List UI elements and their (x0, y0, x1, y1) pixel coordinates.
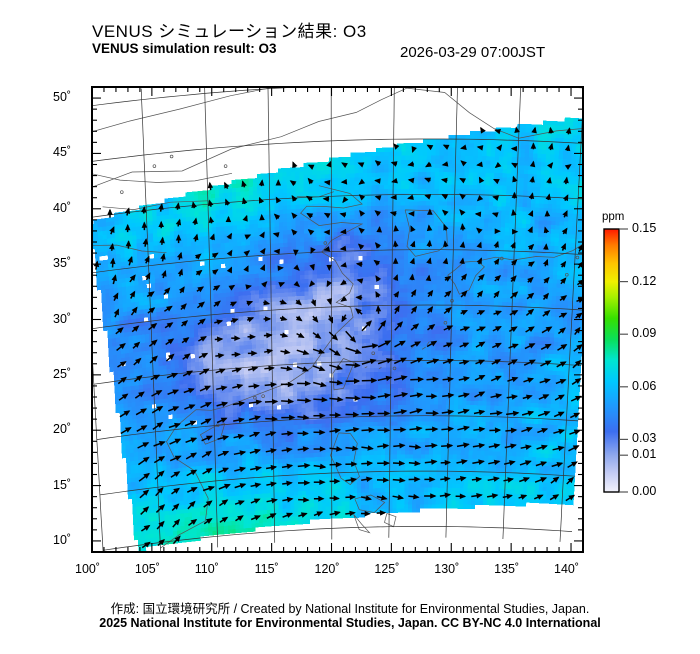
y-axis-tick-label: 30˚ (53, 312, 71, 326)
colorbar-tick-label: 0.15 (632, 221, 656, 235)
x-axis-tick-label: 110˚ (195, 562, 219, 576)
y-axis-tick-label: 50˚ (53, 90, 71, 104)
y-axis-tick-label: 35˚ (53, 256, 71, 270)
x-axis-tick-label: 105˚ (135, 562, 160, 576)
colorbar-gradient (604, 229, 619, 492)
x-axis-tick-label: 140˚ (554, 562, 579, 576)
credit-line-en: 2025 National Institute for Environmenta… (0, 616, 700, 630)
colorbar-unit-label: ppm (602, 211, 624, 223)
colorbar-tick-label: 0.09 (632, 326, 656, 340)
coastline (607, 88, 624, 134)
credit-line-jp: 作成: 国立環境研究所 / Created by National Instit… (0, 598, 700, 617)
colorbar-tick-label: 0.01 (632, 447, 656, 461)
x-axis-tick-label: 100˚ (75, 562, 100, 576)
y-axis-tick-label: 15˚ (53, 478, 71, 492)
x-axis-tick-label: 135˚ (494, 562, 519, 576)
x-axis-tick-label: 120˚ (315, 562, 340, 576)
y-axis-tick-label: 40˚ (53, 201, 71, 215)
y-axis-tick-label: 10˚ (53, 533, 71, 547)
colorbar-tick-label: 0.12 (632, 274, 656, 288)
x-axis-tick-label: 130˚ (434, 562, 459, 576)
colorbar-ticks (619, 229, 628, 492)
y-axis-tick-label: 25˚ (53, 367, 71, 381)
x-axis-tick-label: 115˚ (255, 562, 279, 576)
colorbar-tick-label: 0.03 (632, 431, 656, 445)
y-axis-tick-label: 45˚ (53, 145, 71, 159)
x-axis-tick-label: 125˚ (374, 562, 399, 576)
colorbar-tick-label: 0.00 (632, 484, 656, 498)
y-axis-tick-label: 20˚ (53, 422, 71, 436)
colorbar-tick-label: 0.06 (632, 379, 656, 393)
